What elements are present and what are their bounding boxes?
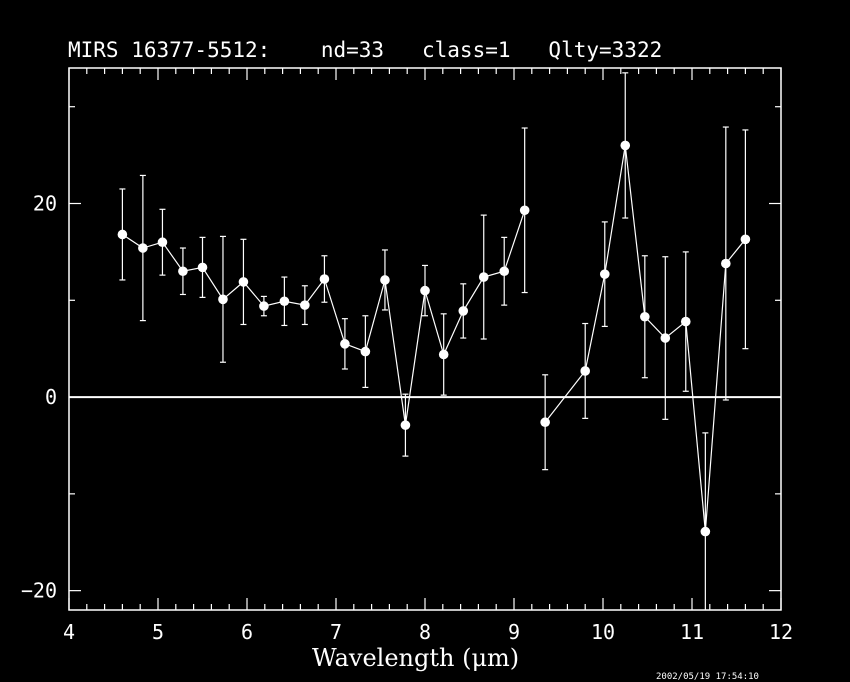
series-line — [544, 145, 746, 532]
x-tick-label: 9 — [508, 620, 520, 644]
data-point — [360, 346, 371, 357]
x-tick-label: 6 — [241, 620, 253, 644]
data-point — [580, 366, 590, 376]
data-point — [197, 262, 208, 273]
plot-frame — [68, 67, 782, 611]
data-point — [478, 272, 489, 282]
data-point — [640, 311, 650, 322]
data-point — [721, 258, 731, 269]
data-point — [138, 243, 148, 253]
y-tick-label: −20 — [21, 579, 57, 603]
x-tick-label: 12 — [769, 620, 793, 644]
data-point — [519, 205, 530, 216]
data-point — [499, 266, 510, 277]
x-tick-label: 5 — [152, 620, 164, 644]
data-point — [420, 285, 430, 296]
series-line — [122, 210, 526, 426]
data-point — [680, 316, 691, 327]
data-point — [599, 269, 610, 279]
data-point — [458, 306, 469, 316]
data-point — [740, 234, 751, 245]
x-tick-label: 10 — [591, 620, 615, 644]
data-point — [660, 333, 671, 343]
x-tick-label: 7 — [330, 620, 342, 644]
data-point — [400, 420, 411, 430]
chart-title: MIRS 16377-5512: nd=33 class=1 Qlty=3322 — [68, 38, 663, 62]
data-point — [620, 140, 631, 151]
data-point — [380, 275, 390, 285]
timestamp-footer: 2002/05/19 17:54:10 — [656, 672, 759, 682]
x-tick-label: 11 — [680, 620, 704, 644]
x-tick-label: 4 — [63, 620, 75, 644]
data-point — [117, 229, 128, 240]
y-tick-label: 0 — [45, 385, 57, 409]
data-point — [279, 296, 290, 307]
data-point — [700, 526, 711, 537]
data-point — [540, 417, 550, 428]
data-point — [178, 266, 188, 277]
data-point — [300, 300, 310, 310]
x-tick-label: 8 — [419, 620, 431, 644]
data-point — [340, 339, 350, 349]
data-point — [438, 349, 449, 360]
data-point — [259, 301, 269, 311]
y-tick-label: 20 — [33, 192, 57, 216]
data-point — [218, 294, 228, 305]
data-point — [319, 274, 330, 284]
data-point — [157, 237, 168, 248]
data-point — [238, 277, 249, 287]
x-axis-label: Wavelength (μm) — [312, 644, 520, 672]
